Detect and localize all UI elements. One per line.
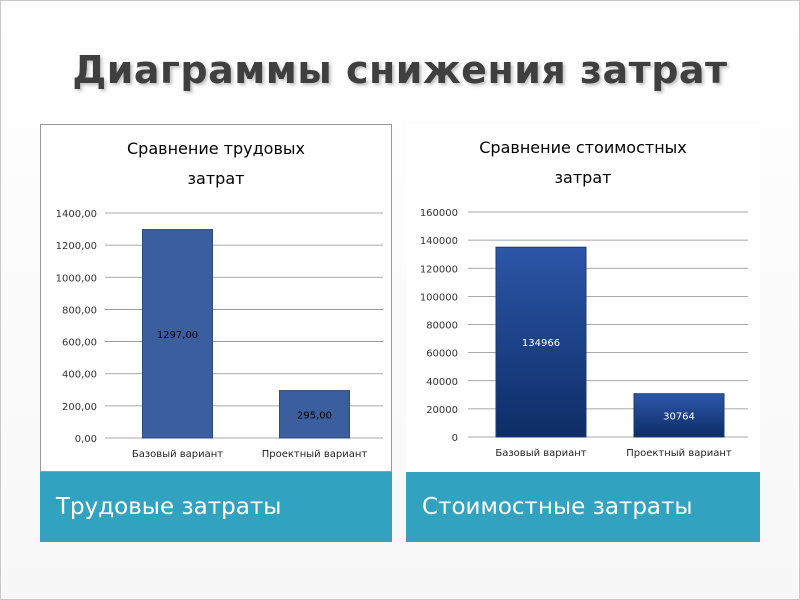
labor-cost-panel: Сравнение трудовых затрат 0,00 200,00 400,… bbox=[40, 124, 392, 542]
y-tick-label: 160000 bbox=[420, 208, 458, 219]
y-tick-label: 800,00 bbox=[62, 305, 97, 316]
bar bbox=[142, 229, 213, 439]
y-tick-label: 80000 bbox=[426, 321, 458, 332]
chart-title-line1: Сравнение стоимостных bbox=[479, 138, 687, 157]
monetary-cost-caption: Стоимостные затраты bbox=[406, 472, 760, 542]
monetary-cost-chart: Сравнение стоимостных затрат 0 20000 40000… bbox=[406, 124, 760, 472]
chart-title-line2: затрат bbox=[187, 169, 245, 188]
y-tick-label: 40000 bbox=[426, 377, 458, 388]
labor-cost-svg: 0,00 200,00 400,00 600,00 800,00 1000,00 1200,… bbox=[56, 209, 383, 460]
y-tick-label: 60000 bbox=[426, 349, 458, 360]
slide-title: Диаграммы снижения затрат bbox=[72, 48, 728, 92]
y-tick-label: 0,00 bbox=[75, 434, 97, 445]
bar bbox=[495, 246, 587, 438]
labor-cost-caption: Трудовые затраты bbox=[40, 472, 392, 542]
y-tick-label: 20000 bbox=[426, 405, 458, 416]
y-tick-label: 100000 bbox=[420, 292, 458, 303]
bar bbox=[633, 393, 725, 438]
y-tick-label: 1200,00 bbox=[56, 241, 97, 252]
x-tick-label: Проектный вариант bbox=[262, 449, 368, 460]
labor-cost-chart: Сравнение трудовых затрат 0,00 200,00 400,… bbox=[40, 124, 392, 472]
x-tick-label: Базовый вариант bbox=[132, 449, 223, 460]
data-label: 1297,00 bbox=[157, 330, 198, 341]
chart-title-line2: затрат bbox=[554, 168, 612, 187]
x-tick-label: Базовый вариант bbox=[495, 448, 586, 459]
monetary-cost-panel: Сравнение стоимостных затрат 0 20000 40000… bbox=[406, 124, 760, 542]
data-label: 134966 bbox=[522, 338, 560, 349]
y-tick-label: 600,00 bbox=[62, 338, 97, 349]
data-label: 30764 bbox=[663, 411, 695, 422]
y-tick-label: 140000 bbox=[420, 236, 458, 247]
data-label: 295,00 bbox=[297, 410, 332, 421]
monetary-cost-svg: 0 20000 40000 60000 80000 100000 120000 140000 1… bbox=[420, 208, 748, 459]
y-tick-label: 1400,00 bbox=[56, 209, 97, 220]
y-tick-label: 200,00 bbox=[62, 402, 97, 413]
y-tick-label: 1000,00 bbox=[56, 273, 97, 284]
chart-title-line1: Сравнение трудовых bbox=[127, 139, 305, 158]
bar bbox=[279, 390, 350, 439]
y-tick-label: 120000 bbox=[420, 264, 458, 275]
y-tick-label: 400,00 bbox=[62, 370, 97, 381]
x-tick-label: Проектный вариант bbox=[626, 448, 732, 459]
y-tick-label: 0 bbox=[452, 433, 458, 444]
